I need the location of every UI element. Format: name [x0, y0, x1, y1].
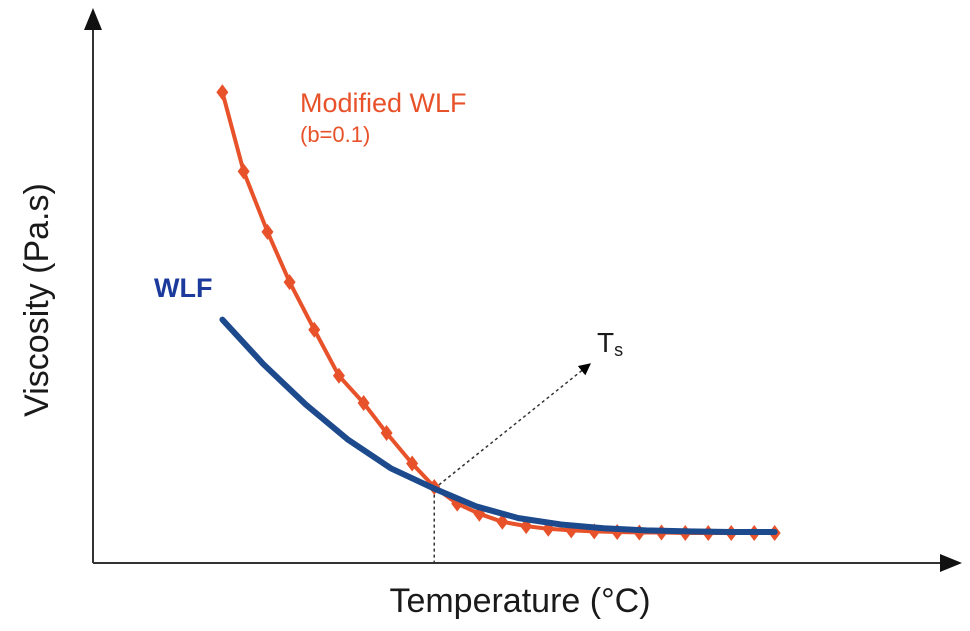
data-point-modified-wlf-4	[308, 321, 321, 338]
x-axis-label: Temperature (°C)	[389, 582, 650, 620]
y-axis-arrow	[84, 8, 102, 30]
data-point-modified-wlf-8	[406, 455, 419, 472]
x-axis-arrow	[940, 554, 962, 572]
data-point-modified-wlf-12	[496, 513, 509, 530]
data-point-modified-wlf-5	[332, 367, 345, 384]
ts-label-subscript: s	[614, 340, 623, 360]
series-line-wlf	[219, 316, 778, 535]
data-point-modified-wlf-0	[216, 84, 229, 101]
y-axis-label: Viscosity (Pa.s)	[18, 183, 56, 417]
series-sublabel-modified-wlf: (b=0.1)	[300, 122, 370, 147]
data-point-modified-wlf-3	[283, 274, 296, 291]
series-label-modified-wlf: Modified WLF	[300, 88, 467, 118]
ts-label-main: T	[597, 327, 614, 358]
ts-arrow	[433, 363, 591, 490]
series-line-modified-wlf	[220, 90, 777, 535]
series-label-wlf: WLF	[154, 273, 212, 303]
ts-label: Ts	[597, 327, 623, 360]
data-point-modified-wlf-7	[380, 424, 393, 441]
series-layer	[216, 84, 781, 542]
data-point-modified-wlf-2	[261, 223, 274, 240]
data-point-modified-wlf-6	[357, 395, 370, 412]
data-point-modified-wlf-11	[473, 505, 486, 522]
data-point-modified-wlf-1	[237, 163, 250, 180]
